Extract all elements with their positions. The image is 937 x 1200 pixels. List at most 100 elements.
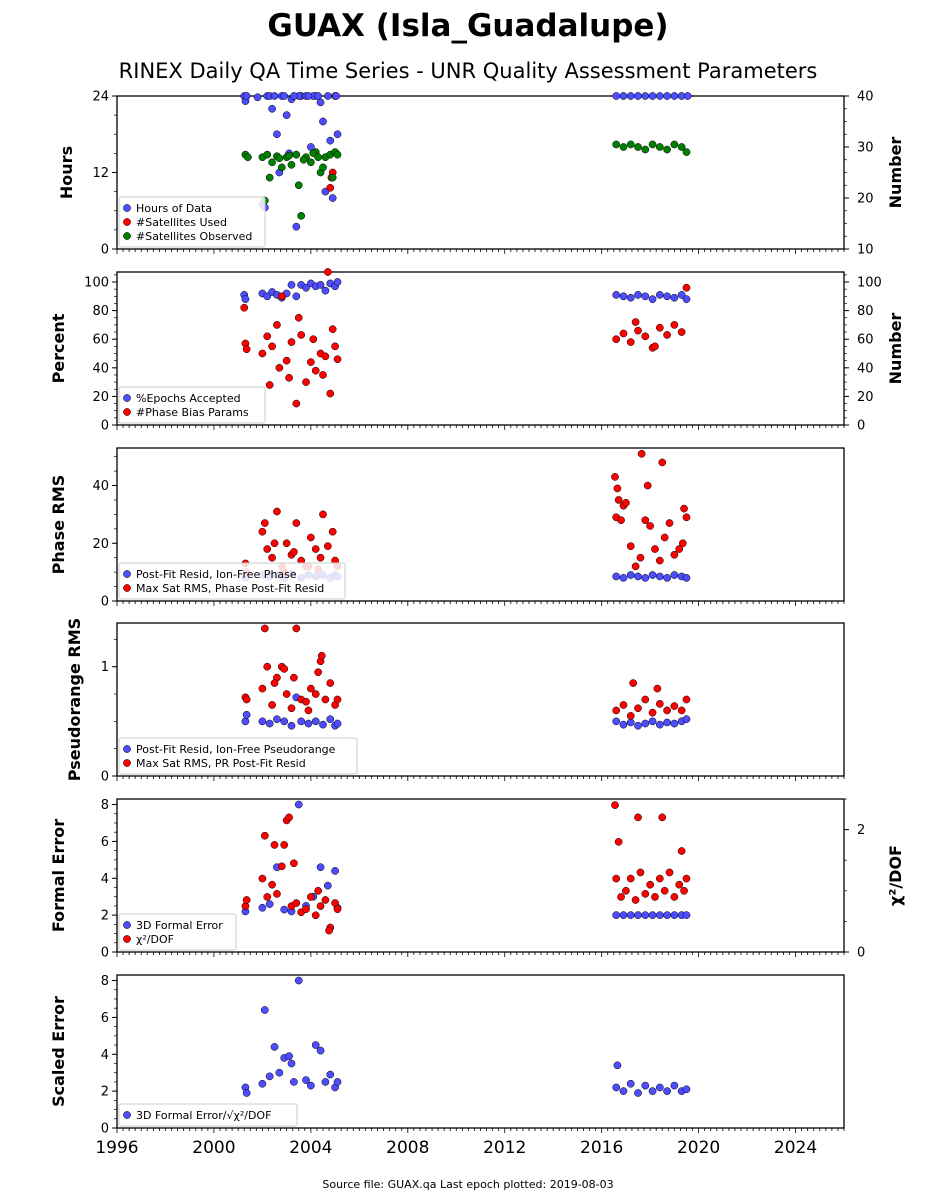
data-point [241, 717, 250, 726]
data-point [260, 831, 269, 840]
data-point [331, 342, 339, 351]
data-point [636, 553, 645, 562]
data-point [634, 92, 642, 100]
data-point [675, 880, 684, 889]
legend-entry: Post-Fit Resid, Ion-Free Pseudorange [136, 743, 336, 756]
data-point [311, 690, 320, 698]
data-point [622, 498, 630, 507]
data-point [677, 847, 686, 855]
data-point [629, 679, 638, 687]
data-point [290, 92, 298, 100]
data-point [309, 335, 318, 344]
legend-marker [123, 935, 131, 943]
data-point [323, 268, 332, 276]
data-point [643, 481, 652, 490]
data-point [282, 539, 291, 548]
data-point [282, 111, 291, 119]
data-point [675, 545, 684, 553]
data-point [617, 893, 625, 901]
y2-tick-label: 80 [857, 304, 874, 319]
series-percent-1 [240, 268, 691, 408]
data-point [316, 902, 325, 910]
data-point [258, 717, 267, 726]
y-tick-label: 4 [101, 872, 109, 887]
data-point [612, 572, 621, 581]
data-point [270, 841, 279, 849]
chart-subtitle: RINEX Daily QA Time Series - UNR Quality… [119, 59, 818, 83]
data-point [265, 173, 274, 182]
data-point [655, 720, 664, 729]
data-point [307, 158, 315, 167]
data-point [626, 718, 635, 727]
data-point [326, 679, 335, 687]
data-point [242, 92, 251, 100]
data-point [634, 704, 642, 713]
data-point [614, 496, 623, 504]
data-point [655, 911, 664, 919]
data-point [294, 181, 303, 190]
data-point [328, 325, 337, 334]
data-point [631, 318, 640, 326]
data-point [670, 893, 679, 901]
data-point [263, 662, 272, 671]
data-point [682, 911, 691, 919]
data-point [670, 571, 679, 579]
data-point [641, 574, 650, 582]
data-point [268, 104, 276, 113]
legend-marker [123, 759, 131, 767]
data-point [651, 342, 659, 351]
data-point [626, 92, 635, 100]
data-point [634, 911, 642, 919]
legend-entry: %Epochs Accepted [136, 392, 241, 405]
data-point [612, 291, 621, 299]
data-point [641, 911, 650, 919]
y-tick-label: 1 [101, 660, 109, 675]
data-point [626, 571, 635, 579]
data-point [331, 867, 339, 875]
legend-entry: Max Sat RMS, PR Post-Fit Resid [136, 757, 306, 770]
data-point [263, 332, 272, 341]
y-tick-label: 0 [101, 1122, 109, 1137]
data-point [333, 719, 342, 728]
data-point [680, 886, 688, 895]
data-point [611, 801, 619, 809]
data-point [613, 484, 622, 493]
data-point [670, 911, 679, 919]
y2-axis-label: χ²/DOF [886, 845, 905, 906]
y-tick-label: 20 [92, 537, 109, 552]
legend-entry: #Satellites Observed [136, 230, 252, 243]
y2-tick-label: 100 [857, 276, 882, 291]
data-point [302, 1076, 310, 1084]
data-point [612, 911, 621, 919]
y2-tick-label: 60 [857, 333, 874, 348]
data-point [290, 859, 298, 868]
data-point [282, 356, 291, 365]
data-point [626, 712, 635, 720]
x-tick-label: 2024 [774, 1138, 817, 1158]
data-point [285, 373, 293, 382]
data-point [655, 572, 664, 581]
y-tick-label: 80 [92, 304, 109, 319]
data-point [648, 295, 657, 304]
data-point [663, 145, 671, 154]
legend-box [118, 1103, 298, 1127]
data-point [641, 695, 650, 704]
data-point [316, 863, 325, 872]
data-point [682, 295, 691, 304]
legend-marker [123, 570, 131, 578]
data-point [314, 886, 322, 895]
data-point [292, 222, 301, 231]
data-point [242, 710, 251, 719]
data-point [316, 553, 325, 562]
legend-marker [123, 218, 131, 226]
data-point [292, 150, 301, 159]
data-point [665, 868, 674, 877]
x-tick-label: 2008 [386, 1138, 429, 1158]
data-point [240, 303, 249, 312]
data-point [265, 381, 274, 389]
data-point [258, 1079, 267, 1088]
data-point [263, 150, 272, 159]
data-point [242, 695, 251, 704]
data-point [682, 695, 691, 704]
